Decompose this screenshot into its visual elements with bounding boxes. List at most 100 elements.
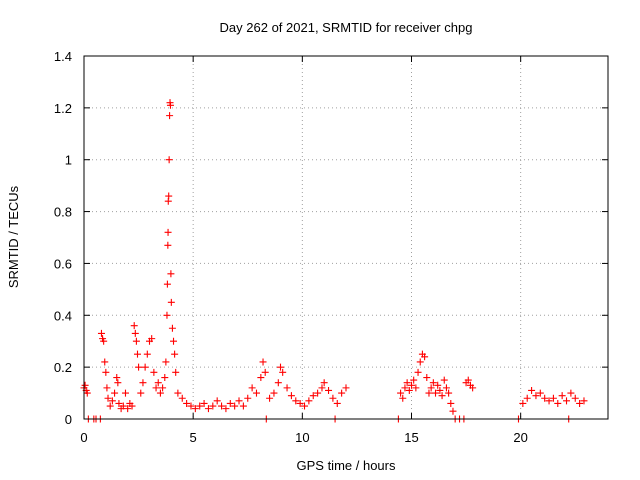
data-point (164, 241, 172, 249)
x-tick-label: 10 (295, 430, 309, 445)
data-point (567, 389, 575, 397)
data-point (152, 384, 160, 392)
grid-lines (84, 56, 608, 419)
data-point (135, 363, 143, 371)
y-tick-label: 0.8 (54, 205, 72, 220)
data-point (131, 329, 139, 337)
data-point (434, 381, 442, 389)
data-point (283, 384, 291, 392)
data-point (166, 112, 174, 120)
data-point (405, 386, 413, 394)
data-point (187, 402, 195, 410)
data-point (244, 394, 252, 402)
data-point (226, 399, 234, 407)
data-point (410, 376, 418, 384)
data-point (174, 389, 182, 397)
data-point (305, 397, 313, 405)
data-point (397, 389, 405, 397)
data-point (532, 392, 540, 400)
data-point (81, 381, 89, 389)
data-point (154, 379, 162, 387)
data-point (143, 350, 151, 358)
x-tick-label: 15 (404, 430, 418, 445)
data-point (558, 392, 566, 400)
data-point (325, 386, 333, 394)
data-point (266, 394, 274, 402)
x-tick-label: 0 (80, 430, 87, 445)
data-point (165, 156, 173, 164)
data-point (137, 389, 145, 397)
data-point (274, 379, 282, 387)
data-point (554, 399, 562, 407)
data-point (318, 384, 326, 392)
data-point (166, 101, 174, 109)
data-point (296, 399, 304, 407)
data-point (442, 384, 450, 392)
data-point (167, 270, 175, 278)
y-tick-label: 0 (65, 412, 72, 427)
data-point (261, 368, 269, 376)
data-point (124, 405, 132, 413)
data-point (133, 350, 141, 358)
y-axis-label: SRMTID / TECUs (6, 185, 21, 288)
data-point (209, 402, 217, 410)
data-point (429, 379, 437, 387)
data-point (170, 337, 178, 345)
data-point (436, 386, 444, 394)
y-tick-label: 0.2 (54, 360, 72, 375)
data-point (427, 384, 435, 392)
data-point (408, 381, 415, 389)
data-point (425, 389, 433, 397)
data-point (108, 397, 116, 405)
data-point (447, 399, 455, 407)
data-point (132, 337, 140, 345)
x-axis-label: GPS time / hours (297, 458, 396, 473)
data-point (314, 389, 322, 397)
data-point (218, 402, 226, 410)
data-point (301, 402, 309, 410)
data-point (213, 397, 221, 405)
plot-frame (83, 55, 609, 420)
data-point (171, 350, 179, 358)
y-tick-label: 0.6 (54, 256, 72, 271)
data-point (150, 368, 158, 376)
data-point (279, 368, 287, 376)
data-point (164, 228, 172, 236)
data-point (115, 399, 123, 407)
data-point (563, 397, 571, 405)
data-point (541, 394, 549, 402)
data-point (277, 363, 284, 371)
y-tick-label: 1.4 (54, 49, 72, 64)
data-point (469, 384, 477, 392)
data-point (523, 394, 531, 402)
data-point (536, 389, 544, 397)
data-point (128, 402, 136, 410)
data-point (141, 363, 149, 371)
data-point (571, 394, 579, 402)
data-point (111, 389, 119, 397)
data-point (399, 394, 407, 402)
data-point (172, 368, 180, 376)
data-point (196, 402, 204, 410)
data-point (106, 402, 114, 410)
data-point (113, 374, 121, 382)
data-point (576, 399, 584, 407)
axis-ticks (83, 55, 608, 420)
data-point (401, 384, 409, 392)
data-point (235, 397, 243, 405)
data-point (100, 337, 108, 345)
data-point (270, 389, 278, 397)
data-point (287, 392, 295, 400)
data-point (163, 280, 171, 288)
y-tick-label: 1 (65, 153, 72, 168)
data-point (239, 402, 247, 410)
data-point (139, 379, 147, 387)
data-point (200, 399, 208, 407)
data-point (163, 311, 171, 319)
data-point (329, 394, 337, 402)
data-point (191, 405, 199, 413)
data-point (103, 384, 111, 392)
data-point (168, 324, 176, 332)
data-point (320, 379, 328, 387)
